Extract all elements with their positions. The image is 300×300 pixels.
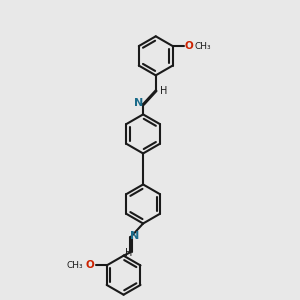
Text: O: O bbox=[185, 41, 194, 51]
Text: N: N bbox=[130, 231, 139, 241]
Text: CH₃: CH₃ bbox=[66, 261, 83, 270]
Text: N: N bbox=[134, 98, 144, 108]
Text: H: H bbox=[125, 248, 133, 258]
Text: O: O bbox=[86, 260, 94, 270]
Text: H: H bbox=[160, 86, 167, 96]
Text: CH₃: CH₃ bbox=[195, 42, 211, 51]
